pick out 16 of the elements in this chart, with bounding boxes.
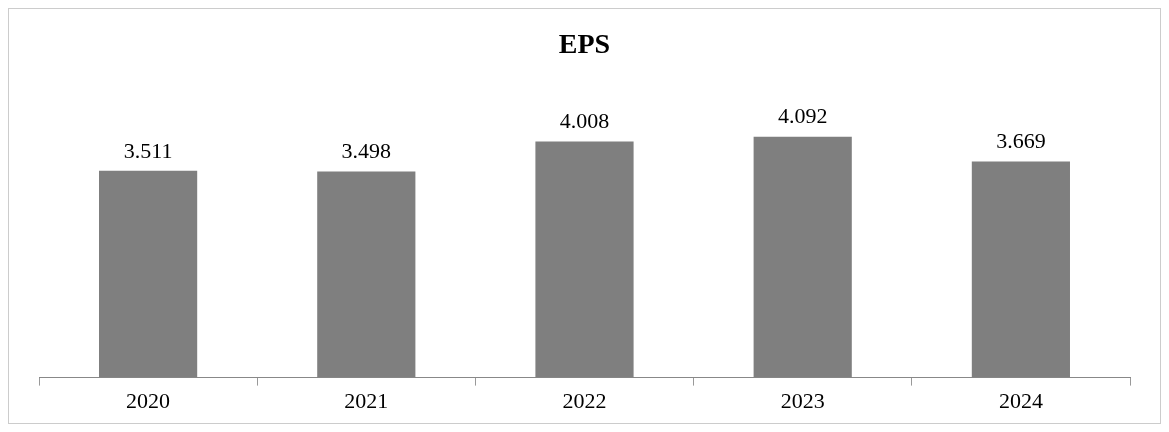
data-label: 4.092 <box>777 103 828 129</box>
bar <box>99 170 198 378</box>
x-tick-label: 2021 <box>344 387 389 413</box>
bar <box>971 161 1070 378</box>
x-tick-label: 2022 <box>562 387 607 413</box>
chart-title: EPS <box>558 28 611 60</box>
bar <box>753 136 852 378</box>
data-label: 3.498 <box>341 138 392 164</box>
x-tick-label: 2020 <box>126 387 171 413</box>
x-tick-label: 2024 <box>998 387 1043 413</box>
x-tick-label: 2023 <box>780 387 825 413</box>
data-label: 4.008 <box>559 108 610 134</box>
bar <box>317 171 416 378</box>
bar <box>535 141 634 378</box>
data-label: 3.669 <box>996 128 1046 154</box>
data-label: 3.511 <box>123 137 173 163</box>
